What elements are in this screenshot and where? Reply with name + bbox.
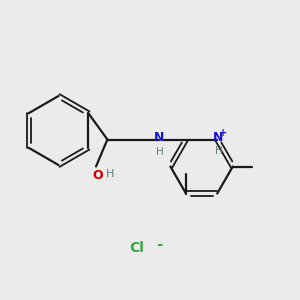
Text: H: H <box>214 146 222 157</box>
Text: N: N <box>213 131 224 144</box>
Text: +: + <box>219 128 227 139</box>
Text: H: H <box>106 169 115 179</box>
Text: H: H <box>156 147 164 157</box>
Text: Cl: Cl <box>129 241 144 254</box>
Text: -: - <box>156 237 162 252</box>
Text: N: N <box>154 130 164 144</box>
Text: O: O <box>92 169 103 182</box>
